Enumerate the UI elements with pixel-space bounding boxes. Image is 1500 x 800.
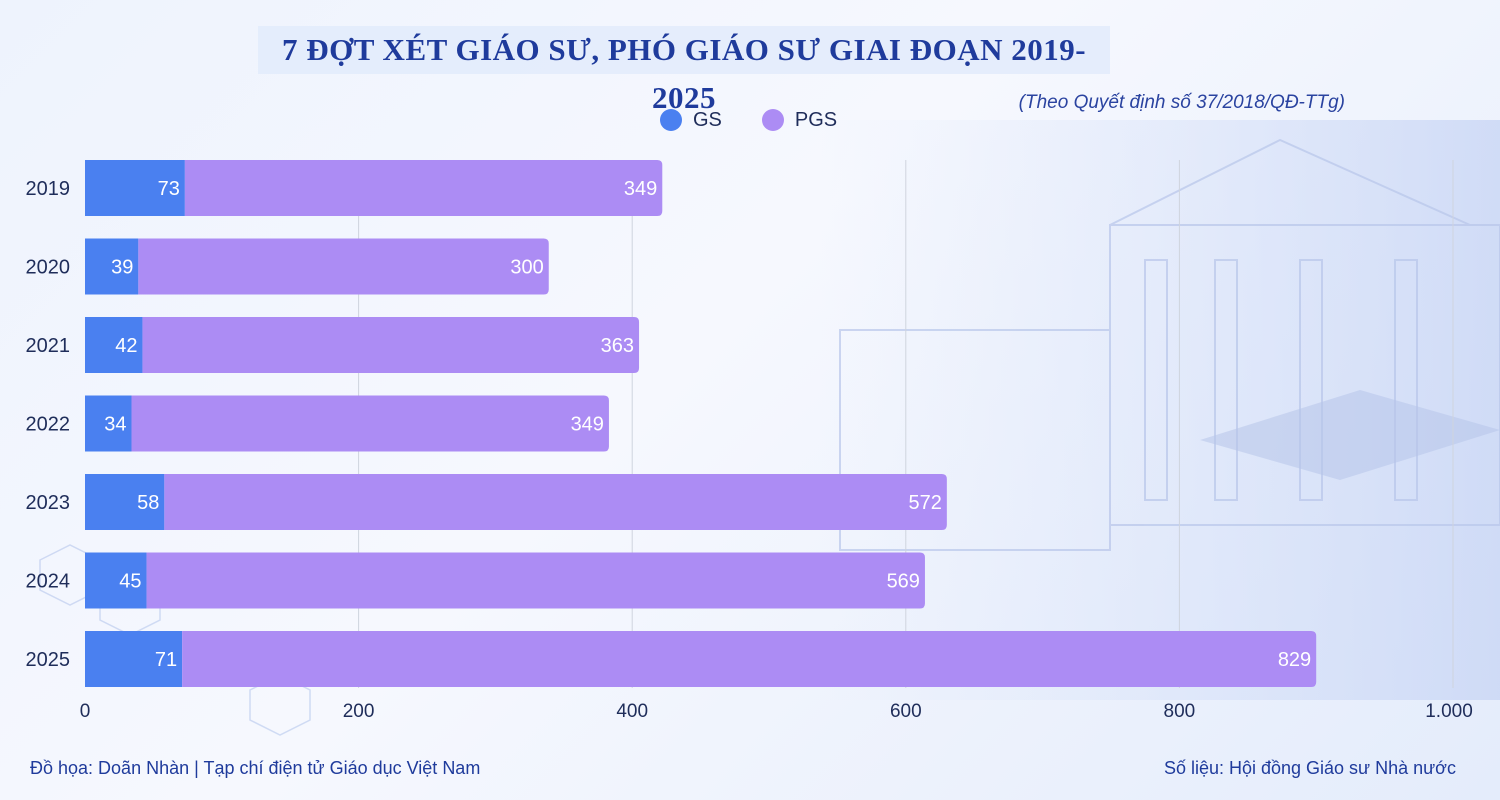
x-tick-label: 1.000: [1425, 701, 1473, 722]
data-label-gs: 39: [111, 257, 133, 279]
data-label-pgs: 300: [510, 257, 543, 279]
university-building-icon: [839, 138, 1500, 551]
graphic-credit: Đồ họa: Doãn Nhàn | Tạp chí điện tử Giáo…: [30, 758, 481, 778]
data-label-pgs: 569: [887, 571, 920, 593]
data-label-pgs: 363: [601, 335, 634, 357]
y-tick-label: 2022: [26, 414, 71, 436]
data-label-pgs: 349: [571, 414, 604, 436]
bar-pgs-2019: [184, 160, 663, 216]
bar-gs-2024: [85, 552, 147, 609]
bar-pgs-2020: [138, 238, 549, 295]
data-label-gs: 71: [155, 649, 177, 671]
y-tick-label: 2025: [26, 649, 71, 671]
chart-title: 7 ĐỢT XÉT GIÁO SƯ, PHÓ GIÁO SƯ GIAI ĐOẠN…: [281, 32, 1087, 115]
chart-legend: GS PGS: [660, 105, 877, 135]
data-label-gs: 73: [158, 178, 180, 200]
bar-pgs-2022: [131, 395, 609, 452]
y-tick-label: 2019: [26, 178, 71, 200]
x-tick-label: 400: [616, 701, 648, 722]
data-label-pgs: 829: [1278, 649, 1311, 671]
bar-gs-2022: [85, 395, 132, 452]
bar-gs-2021: [85, 317, 143, 373]
bar-pgs-2024: [146, 552, 925, 609]
source-note: (Theo Quyết định số 37/2018/QĐ-TTg): [1018, 92, 1345, 113]
legend-item-pgs: PGS: [761, 108, 838, 132]
data-label-pgs: 349: [624, 178, 657, 200]
legend-label-pgs: PGS: [794, 108, 838, 131]
y-tick-label: 2021: [26, 335, 71, 357]
y-tick-label: 2023: [26, 492, 71, 514]
bar-gs-2023: [85, 474, 165, 530]
legend-swatch-pgs: [761, 109, 784, 131]
x-tick-label: 200: [343, 701, 375, 722]
x-tick-label: 0: [80, 701, 91, 722]
bar-pgs-2025: [182, 631, 1317, 687]
data-source: Số liệu: Hội đồng Giáo sư Nhà nước: [1163, 758, 1456, 778]
y-tick-label: 2024: [26, 571, 71, 593]
bar-gs-2025: [85, 631, 183, 687]
x-tick-label: 800: [1164, 701, 1196, 722]
x-tick-label: 600: [890, 701, 922, 722]
title-banner: 7 ĐỢT XÉT GIÁO SƯ, PHÓ GIÁO SƯ GIAI ĐOẠN…: [258, 26, 1110, 115]
y-tick-label: 2020: [26, 257, 71, 279]
data-label-gs: 42: [115, 335, 137, 357]
bar-gs-2020: [85, 238, 139, 295]
legend-label-gs: GS: [693, 108, 722, 131]
legend-item-gs: GS: [660, 109, 722, 132]
bar-pgs-2023: [164, 474, 947, 530]
data-label-pgs: 572: [908, 492, 941, 514]
bar-gs-2019: [85, 160, 185, 216]
bar-pgs-2021: [142, 317, 640, 373]
graduation-cap-icon: [1200, 390, 1500, 480]
legend-swatch-gs: [660, 109, 682, 131]
data-label-gs: 58: [137, 492, 159, 514]
data-label-gs: 34: [104, 414, 126, 436]
data-label-gs: 45: [119, 571, 141, 593]
